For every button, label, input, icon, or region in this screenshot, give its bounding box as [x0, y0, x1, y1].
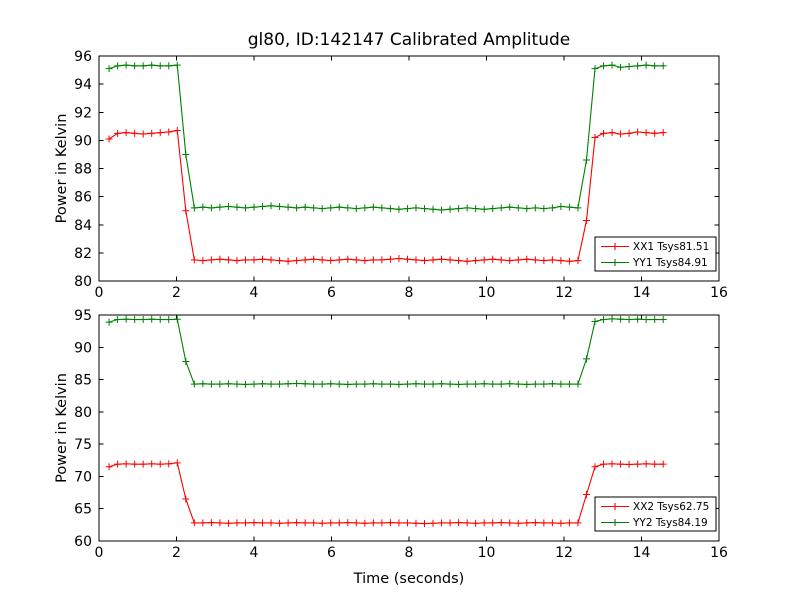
- x-tick-label: 14: [633, 545, 651, 561]
- x-tick-label: 14: [633, 285, 651, 301]
- legend-label-yy2: YY2 Tsys84.19: [632, 517, 708, 529]
- x-tick-label: 4: [250, 545, 259, 561]
- y-tick-label: 96: [74, 49, 92, 65]
- x-tick-label: 8: [405, 545, 414, 561]
- subplot-1: 0 2 4 6 8 10 12 14 16 60 65 70 75 80 85 90 95 Power in Ke…: [54, 308, 728, 587]
- y-tick-label: 90: [74, 340, 92, 356]
- legend-sample-xx1: [601, 243, 629, 250]
- x-tick-label: 10: [478, 545, 496, 561]
- y-axis-label: Power in Kelvin: [54, 114, 70, 224]
- x-tick-label: 16: [710, 285, 728, 301]
- legend-label-xx2: XX2 Tsys62.75: [633, 501, 709, 513]
- y-tick-label: 90: [74, 133, 92, 149]
- y-tick-label: 95: [74, 308, 92, 324]
- y-tick-label: 80: [74, 274, 92, 290]
- y-tick-label: 60: [74, 534, 92, 550]
- y-tick-label: 86: [74, 190, 92, 206]
- x-tick-label: 4: [250, 285, 259, 301]
- series-markers-yy2: [105, 315, 667, 388]
- y-tick-label: 94: [74, 77, 92, 93]
- x-axis-label: Time (seconds): [353, 571, 465, 587]
- x-tick-label: 10: [478, 285, 496, 301]
- tick-marks: [98, 314, 720, 542]
- series-markers-xx2: [105, 459, 667, 528]
- legend-sample-yy1: [601, 259, 629, 266]
- y-tick-label: 82: [74, 246, 92, 262]
- x-tick-label: 0: [95, 545, 104, 561]
- y-tick-label: 65: [74, 502, 92, 518]
- x-tick-label: 0: [95, 285, 104, 301]
- legend-sample-yy2: [601, 519, 629, 526]
- legend-label-yy1: YY1 Tsys84.91: [632, 257, 708, 269]
- x-tick-label: 12: [555, 285, 573, 301]
- x-tick-label: 2: [172, 285, 181, 301]
- y-tick-label: 85: [74, 373, 92, 389]
- y-tick-label: 70: [74, 469, 92, 485]
- tick-marks: [98, 55, 720, 282]
- y-tick-label: 92: [74, 105, 92, 121]
- subplot-0: 0 2 4 6 8 10 12 14 16 80 82 84 86 88 90 92 94 96 Power in …: [54, 30, 728, 301]
- legend-label-xx1: XX1 Tsys81.51: [633, 241, 709, 253]
- series-markers-xx1: [105, 127, 667, 265]
- y-tick-label: 88: [74, 162, 92, 178]
- x-tick-label: 16: [710, 545, 728, 561]
- x-tick-label: 6: [327, 285, 336, 301]
- y-axis-label: Power in Kelvin: [54, 373, 70, 483]
- y-tick-label: 84: [74, 218, 92, 234]
- x-tick-label: 2: [172, 545, 181, 561]
- x-tick-label: 12: [555, 545, 573, 561]
- y-tick-label: 80: [74, 405, 92, 421]
- series-markers-yy1: [105, 61, 667, 214]
- legend-sample-xx2: [601, 503, 629, 510]
- x-tick-label: 8: [405, 285, 414, 301]
- chart-title: gl80, ID:142147 Calibrated Amplitude: [248, 30, 570, 50]
- x-tick-label: 6: [327, 545, 336, 561]
- y-tick-label: 75: [74, 437, 92, 453]
